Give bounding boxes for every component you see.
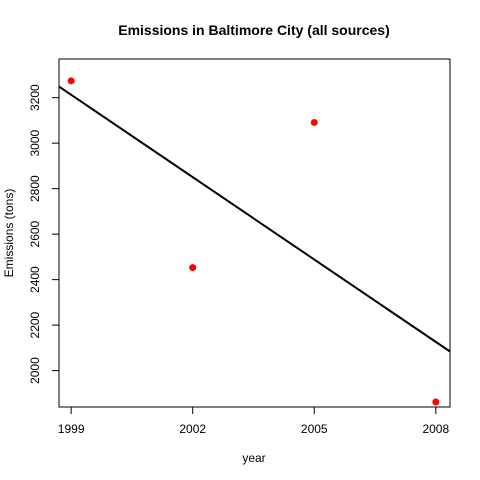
- x-tick-label: 2002: [179, 422, 206, 436]
- y-tick-label: 2200: [28, 311, 42, 338]
- chart-title: Emissions in Baltimore City (all sources…: [118, 22, 390, 38]
- x-axis-label: year: [242, 451, 265, 465]
- y-axis-label: Emissions (tons): [2, 189, 16, 278]
- y-tick-label: 3200: [28, 84, 42, 111]
- x-axis: 1999 2002 2005 2008: [58, 407, 449, 436]
- data-points: [67, 77, 440, 406]
- x-tick-label: 2008: [422, 422, 449, 436]
- x-tick-label: 2005: [301, 422, 328, 436]
- y-tick-label: 3000: [28, 129, 42, 156]
- plot-frame: [58, 58, 451, 408]
- y-tick-label: 2000: [28, 357, 42, 384]
- y-axis: 2000 2200 2400 2600 2800 3000 3200: [28, 84, 59, 384]
- y-tick-label: 2800: [28, 175, 42, 202]
- trend-line-group: [58, 85, 451, 353]
- y-tick-label: 2400: [28, 266, 42, 293]
- y-tick-label: 2600: [28, 220, 42, 247]
- data-point: [189, 264, 197, 272]
- trend-line: [58, 85, 451, 353]
- data-point: [67, 77, 75, 85]
- x-tick-label: 1999: [58, 422, 85, 436]
- data-point: [310, 118, 318, 126]
- data-point: [432, 398, 440, 406]
